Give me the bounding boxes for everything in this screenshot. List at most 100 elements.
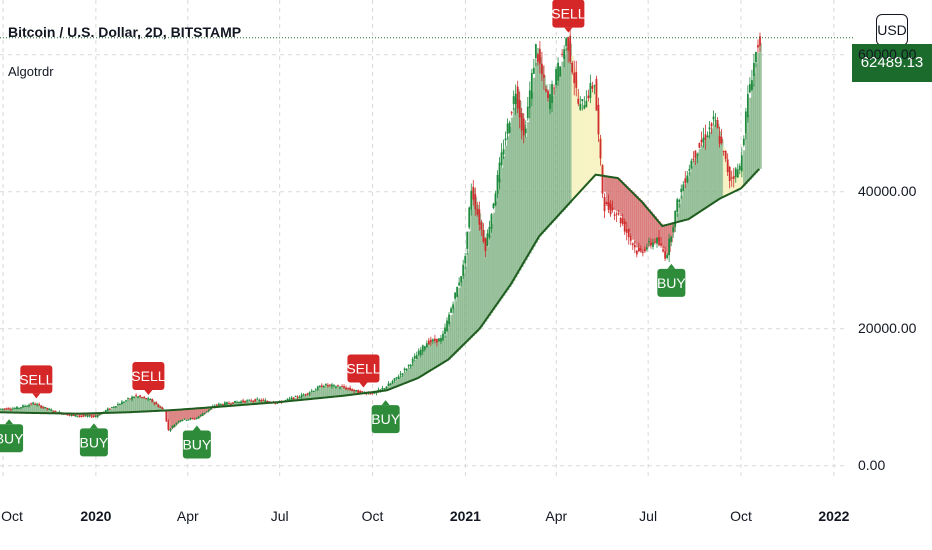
candle-body xyxy=(147,398,150,400)
fill-slice xyxy=(258,399,262,404)
ma-fill-area xyxy=(0,41,762,431)
signal-pointer xyxy=(381,400,390,406)
candle-body xyxy=(78,416,81,418)
fill-slice xyxy=(302,395,306,400)
candle-body xyxy=(203,412,206,414)
fill-slice xyxy=(545,84,548,230)
x-tick-label: 2022 xyxy=(818,508,850,524)
fill-slice xyxy=(623,184,627,225)
candle-body xyxy=(551,84,553,103)
candle-body xyxy=(536,54,539,62)
candle-body xyxy=(641,251,644,253)
candle-body xyxy=(524,128,527,134)
candle-body xyxy=(28,404,30,407)
candle-body xyxy=(125,400,127,402)
candle-body xyxy=(72,415,75,417)
candle-body xyxy=(425,343,428,348)
candle-body xyxy=(90,416,93,418)
candle-body xyxy=(539,49,541,64)
candle-body xyxy=(329,384,331,386)
candle-body xyxy=(486,233,489,246)
signal-label: SELL xyxy=(551,6,585,22)
fill-slice xyxy=(413,360,417,380)
fill-slice xyxy=(753,73,756,176)
fill-slice xyxy=(466,252,470,342)
fill-slice xyxy=(482,229,486,325)
candle-body xyxy=(738,165,741,170)
candle-body xyxy=(324,383,327,386)
signal-pointer xyxy=(667,263,676,269)
signal-label: BUY xyxy=(371,411,400,427)
fill-slice xyxy=(389,384,393,390)
candle-body xyxy=(458,282,461,286)
fill-slice xyxy=(432,341,435,370)
fill-slice xyxy=(508,126,512,288)
candle-body xyxy=(215,404,218,406)
candle-body xyxy=(92,416,95,418)
indicator-label[interactable]: Algotrdr xyxy=(8,64,54,79)
fill-slice xyxy=(522,124,526,264)
candle-body xyxy=(106,408,109,411)
signal-label: SELL xyxy=(131,368,165,384)
candle-body xyxy=(131,396,133,400)
candle-body xyxy=(262,399,265,401)
fill-slice xyxy=(189,408,193,420)
fill-slice xyxy=(593,85,597,177)
buy-signal: BUY xyxy=(0,419,24,453)
candle-body xyxy=(359,391,362,394)
candle-body xyxy=(169,429,172,431)
candle-body xyxy=(595,78,598,111)
fill-slice xyxy=(38,404,41,414)
candle-body xyxy=(224,402,226,406)
fill-slice xyxy=(300,396,304,400)
candle-body xyxy=(585,100,588,108)
fill-slice xyxy=(581,107,585,190)
fill-slice xyxy=(442,339,445,364)
candle-body xyxy=(9,409,12,411)
candle-body xyxy=(682,184,685,191)
fill-slice xyxy=(512,108,516,281)
fill-slice xyxy=(720,139,724,199)
signal-badge xyxy=(132,361,165,390)
fill-slice xyxy=(547,93,550,228)
candle-body xyxy=(708,127,711,130)
fill-slice xyxy=(644,204,647,250)
buy-signal: BUY xyxy=(657,263,686,297)
candle-body xyxy=(383,388,386,390)
candle-body xyxy=(22,405,24,408)
fill-slice xyxy=(520,113,524,268)
fill-slice xyxy=(724,154,728,197)
candle-body xyxy=(528,90,531,108)
fill-slice xyxy=(113,407,116,413)
candle-body xyxy=(716,120,719,129)
currency-button[interactable]: USD xyxy=(876,14,908,46)
fill-slice xyxy=(559,68,562,215)
x-tick-label: Jul xyxy=(639,508,658,524)
fill-slice xyxy=(86,413,90,417)
buy-signal: BUY xyxy=(371,400,401,434)
fill-slice xyxy=(638,198,641,252)
candle-body xyxy=(478,209,481,225)
candle-body xyxy=(658,237,660,246)
candle-body xyxy=(573,72,576,84)
y-tick-label: 0.00 xyxy=(858,456,886,473)
candle-body xyxy=(395,377,398,379)
candle-body xyxy=(650,242,652,246)
candle-body xyxy=(191,418,194,420)
candle-body xyxy=(619,217,622,224)
candle-body xyxy=(300,394,303,398)
fill-slice xyxy=(730,178,734,194)
candle-body xyxy=(559,66,561,77)
candle-body xyxy=(512,96,515,105)
fill-slice xyxy=(242,401,245,405)
candle-body xyxy=(86,415,89,417)
candle-body xyxy=(5,408,8,410)
candle-body xyxy=(228,402,230,404)
fill-slice xyxy=(462,273,465,346)
fill-slice xyxy=(543,75,546,232)
fill-slice xyxy=(654,216,657,242)
x-tick-label: 2020 xyxy=(80,508,112,524)
fill-slice xyxy=(634,194,637,244)
candle-body xyxy=(639,248,642,250)
